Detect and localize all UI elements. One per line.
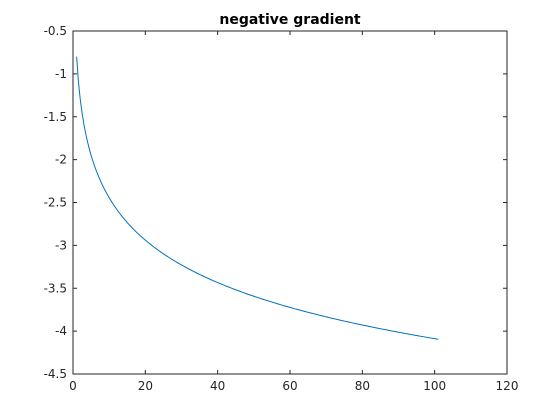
y-tick-label: -0.5: [44, 24, 67, 38]
y-tick-label: -1.5: [44, 110, 67, 124]
y-tick-label: -3: [55, 238, 67, 252]
x-tick-label: 80: [355, 379, 370, 393]
chart-title: negative gradient: [219, 12, 361, 28]
x-tick-label: 0: [69, 379, 77, 393]
y-tick-label: -3.5: [44, 281, 67, 295]
series-line: [76, 56, 439, 340]
y-tick-label: -2.5: [44, 196, 67, 210]
x-axis: 0 20 40 60 80 100 120: [69, 31, 518, 393]
x-tick-label: 60: [282, 379, 297, 393]
y-tick-label: -1: [55, 67, 67, 81]
x-tick-label: 20: [138, 379, 153, 393]
y-tick-label: -4: [55, 324, 67, 338]
y-tick-label: -4.5: [44, 367, 67, 381]
plot-area: [72, 30, 508, 375]
y-tick-label: -2: [55, 153, 67, 167]
y-axis: -0.5 -1 -1.5 -2 -2.5 -3 -3.5 -4 -4.5: [44, 24, 507, 381]
x-tick-label: 100: [423, 379, 446, 393]
x-tick-label: 120: [496, 379, 519, 393]
x-tick-label: 40: [210, 379, 225, 393]
